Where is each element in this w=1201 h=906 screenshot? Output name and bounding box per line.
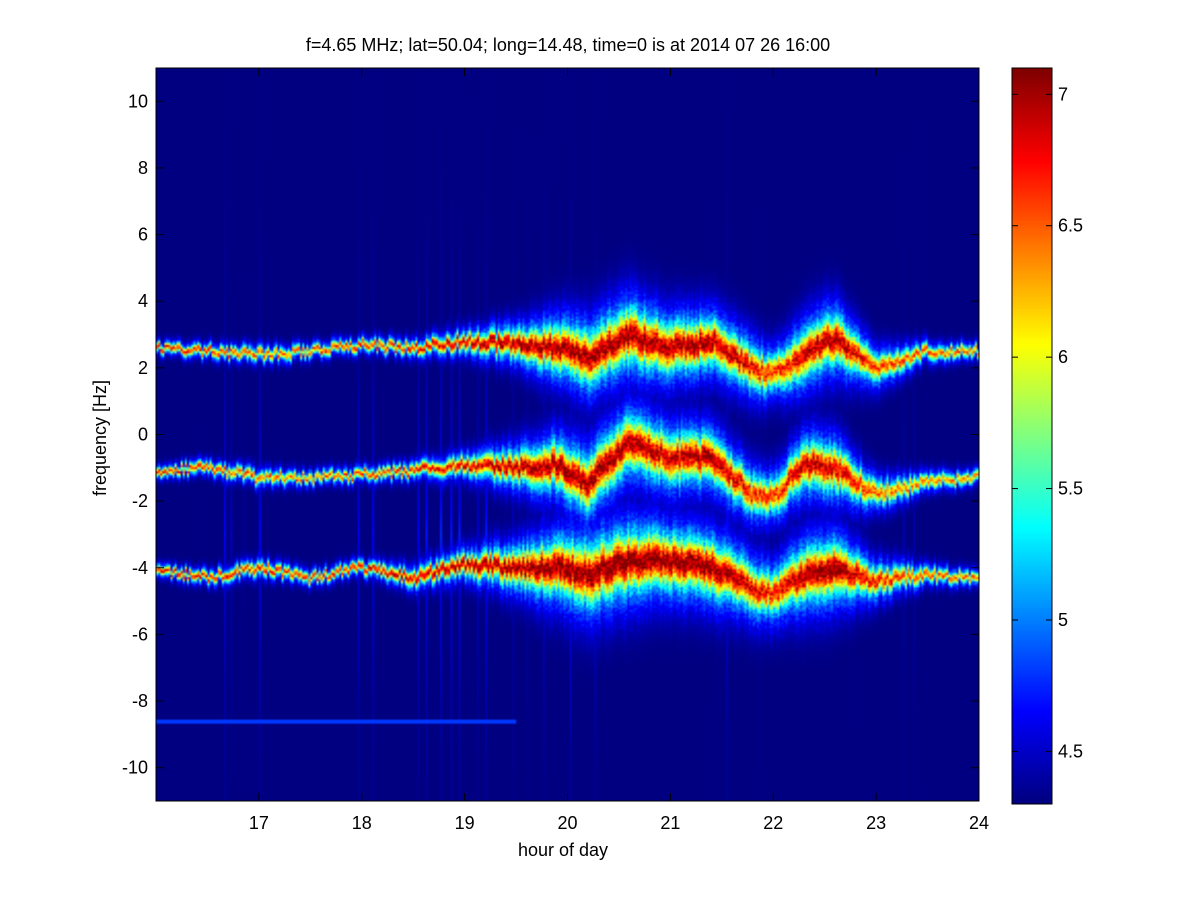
y-tick-label: 6 — [138, 225, 148, 245]
colorbar-tick-label: 4.5 — [1058, 741, 1083, 761]
colorbar-tick-label: 5 — [1058, 610, 1068, 630]
colorbar-tick-label: 5.5 — [1058, 479, 1083, 499]
y-tick-label: 8 — [138, 158, 148, 178]
colorbar: 7 6.5 6 5.5 5 4.5 — [1011, 67, 1083, 805]
x-tick-label: 23 — [866, 813, 886, 833]
x-tick-label: 18 — [352, 813, 372, 833]
x-axis-label: hour of day — [518, 840, 608, 860]
y-tick-label: 4 — [138, 291, 148, 311]
x-tick-label: 21 — [660, 813, 680, 833]
y-tick-label: 0 — [138, 425, 148, 445]
colorbar-tick-label: 6 — [1058, 347, 1068, 367]
y-tick-label: -2 — [132, 491, 148, 511]
colorbar-frame — [1011, 67, 1053, 805]
y-axis-label: frequency [Hz] — [90, 380, 110, 496]
y-tick-label: 2 — [138, 358, 148, 378]
y-tick-label: -4 — [132, 558, 148, 578]
plot-area — [155, 67, 980, 802]
colorbar-gradient — [1012, 68, 1052, 804]
y-axis: 10 8 6 4 2 0 -2 -4 -6 -8 -10 — [122, 91, 979, 778]
x-tick-label: 24 — [969, 813, 989, 833]
x-tick-label: 17 — [249, 813, 269, 833]
y-tick-label: -8 — [132, 691, 148, 711]
x-axis: 17 18 19 20 21 22 23 24 — [249, 68, 989, 833]
colorbar-tick-label: 6.5 — [1058, 216, 1083, 236]
chart-title: f=4.65 MHz; lat=50.04; long=14.48, time=… — [306, 35, 830, 55]
x-tick-label: 20 — [557, 813, 577, 833]
y-tick-label: -10 — [122, 758, 148, 778]
colorbar-tick-label: 7 — [1058, 84, 1068, 104]
y-tick-label: -6 — [132, 624, 148, 644]
colorbar-ticks: 7 6.5 6 5.5 5 4.5 — [1012, 84, 1083, 761]
x-tick-label: 22 — [763, 813, 783, 833]
x-tick-label: 19 — [455, 813, 475, 833]
y-tick-label: 10 — [128, 91, 148, 111]
heatmap-image — [156, 68, 979, 801]
